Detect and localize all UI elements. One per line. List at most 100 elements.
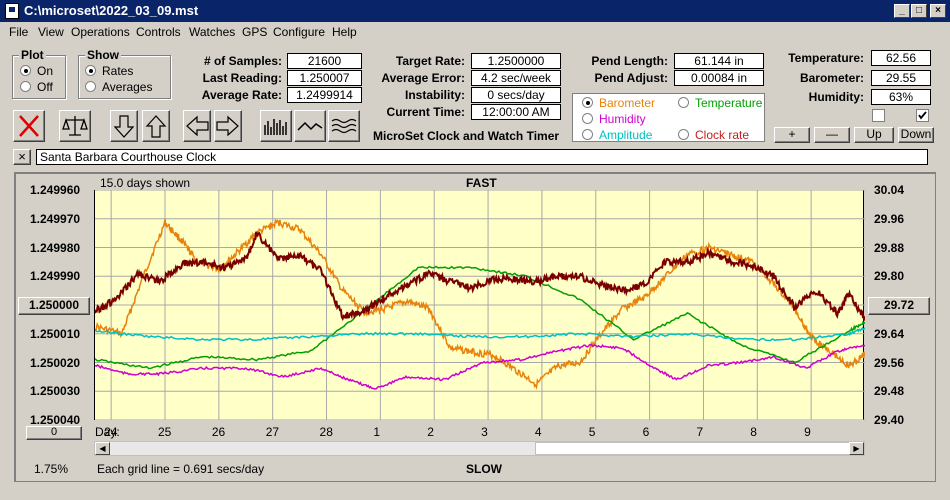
radio-dot-icon [582, 113, 593, 124]
menu-help[interactable]: Help [332, 25, 357, 39]
menu-controls[interactable]: Controls [136, 25, 181, 39]
pend-adjust-label: Pend Adjust: [594, 71, 668, 85]
x-axis-tick-label: 24 [104, 425, 118, 439]
x-axis-tick-label: 5 [588, 425, 596, 439]
barometer-label: Barometer: [799, 71, 864, 85]
series-line-clock-rate [94, 231, 866, 322]
show-rates-radio[interactable]: Rates [85, 64, 133, 78]
title-bar: C:\microset\2022_03_09.mst _ □ × [0, 0, 950, 22]
x-axis-tick-label: 2 [427, 425, 434, 439]
scroll-thumb[interactable] [535, 442, 850, 455]
minimize-button[interactable]: _ [894, 4, 910, 18]
menu-watches[interactable]: Watches [189, 25, 236, 39]
pend-length-label: Pend Length: [591, 54, 668, 68]
target-rate-field[interactable]: 1.2500000 [471, 53, 561, 69]
x-axis-tick-label: 28 [319, 425, 333, 439]
menu-file[interactable]: File [9, 25, 29, 39]
show-averages-radio[interactable]: Averages [85, 80, 152, 94]
average-rate-label: Average Rate: [201, 88, 282, 102]
x-axis-tick-label: 3 [481, 425, 488, 439]
checkmark-icon [918, 111, 927, 120]
x-axis-tick-label: 8 [750, 425, 757, 439]
series-line-amplitude [94, 326, 866, 342]
clear-button[interactable] [13, 110, 45, 142]
menu-view[interactable]: View [38, 25, 64, 39]
left-checkbox[interactable] [872, 109, 885, 122]
x-axis-tick-label: 9 [804, 425, 811, 439]
channel-amplitude-radio[interactable]: Amplitude [582, 128, 652, 142]
menu-gps[interactable]: GPS [242, 25, 268, 39]
right-axis-tick-label: 29.56 [874, 355, 905, 370]
pend-length-field[interactable]: 61.144 in [674, 53, 764, 69]
menu-bar: File View Operations Controls Watches GP… [0, 22, 950, 42]
humidity-label: Humidity: [808, 90, 864, 104]
chart-plot-area[interactable] [94, 189, 866, 421]
plus-button[interactable]: + [774, 127, 810, 143]
right-axis-center-button[interactable]: 29.72 [868, 297, 930, 315]
wave-lines-icon [331, 118, 357, 134]
maximize-button[interactable]: □ [911, 4, 927, 18]
scroll-left-arrow-icon[interactable]: ◀ [95, 442, 110, 455]
clock-name-close-button[interactable]: × [13, 149, 31, 165]
right-checkbox[interactable] [916, 109, 929, 122]
x-axis-tick-label: 26 [211, 425, 226, 439]
app-title: MicroSet Clock and Watch Timer [373, 129, 560, 143]
day-axis-label: Day: [95, 425, 120, 439]
x-axis-tick-label: 1 [373, 425, 381, 439]
up-arrow-icon [145, 115, 167, 138]
last-reading-field: 1.250007 [287, 70, 362, 86]
humidity-field: 63% [871, 89, 931, 105]
left-arrow-button[interactable] [183, 110, 211, 142]
fast-label: FAST [466, 176, 497, 190]
up-arrow-button[interactable] [142, 110, 170, 142]
x-axis-tick-label: 27 [265, 425, 280, 439]
menu-operations[interactable]: Operations [71, 25, 130, 39]
chart-svg [94, 189, 866, 421]
line-view-button[interactable] [294, 110, 326, 142]
temperature-label: Temperature: [788, 51, 864, 65]
right-axis-tick-label: 29.88 [874, 240, 905, 255]
radio-dot-icon [20, 65, 31, 76]
x-axis-tick-label: 7 [696, 425, 704, 439]
current-time-field: 12:00:00 AM [471, 104, 561, 120]
series-line-barometer [94, 218, 866, 391]
plot-off-radio[interactable]: Off [20, 80, 53, 94]
average-rate-field: 1.2499914 [287, 87, 362, 103]
down-button[interactable]: Down [898, 127, 934, 143]
slow-label: SLOW [466, 462, 502, 476]
right-axis-tick-label: 30.04 [874, 183, 905, 197]
close-button[interactable]: × [930, 4, 946, 18]
samples-field: 21600 [287, 53, 362, 69]
left-axis-tick-label: 1.250010 [30, 326, 81, 341]
show-group-title: Show [85, 48, 121, 62]
series-line-temperature [94, 265, 866, 370]
clock-name-input[interactable]: Santa Barbara Courthouse Clock [36, 149, 928, 165]
left-axis-tick-label: 1.249970 [30, 211, 81, 226]
days-shown-label: 15.0 days shown [100, 176, 191, 190]
plot-on-radio[interactable]: On [20, 64, 53, 78]
chart-scrollbar[interactable]: ◀ ▶ [94, 441, 865, 456]
left-axis-center-button[interactable]: 1.250000 [18, 297, 90, 315]
bars-view-button[interactable] [260, 110, 292, 142]
right-axis-tick-label: 29.80 [874, 269, 905, 284]
left-axis-tick-label: 1.250020 [30, 355, 81, 370]
up-button[interactable]: Up [854, 127, 894, 143]
minus-button[interactable]: — [814, 127, 850, 143]
scroll-right-arrow-icon[interactable]: ▶ [849, 442, 864, 455]
app-icon [5, 3, 19, 19]
radio-dot-icon [678, 97, 689, 108]
channel-humidity-radio[interactable]: Humidity [582, 112, 646, 126]
menu-configure[interactable]: Configure [273, 25, 326, 39]
average-error-label: Average Error: [381, 71, 465, 85]
wave-view-button[interactable] [328, 110, 360, 142]
bar-graph-icon [264, 119, 287, 135]
right-arrow-button[interactable] [214, 110, 242, 142]
down-arrow-button[interactable] [110, 110, 138, 142]
channel-temperature-radio[interactable]: Temperature [678, 96, 762, 110]
channel-selector [572, 93, 765, 142]
series-line-humidity [94, 343, 866, 390]
channel-barometer-radio[interactable]: Barometer [582, 96, 655, 110]
channel-clock-rate-radio[interactable]: Clock rate [678, 128, 749, 142]
left-axis-zero-button[interactable]: 0 [26, 426, 82, 440]
balance-button[interactable] [59, 110, 91, 142]
